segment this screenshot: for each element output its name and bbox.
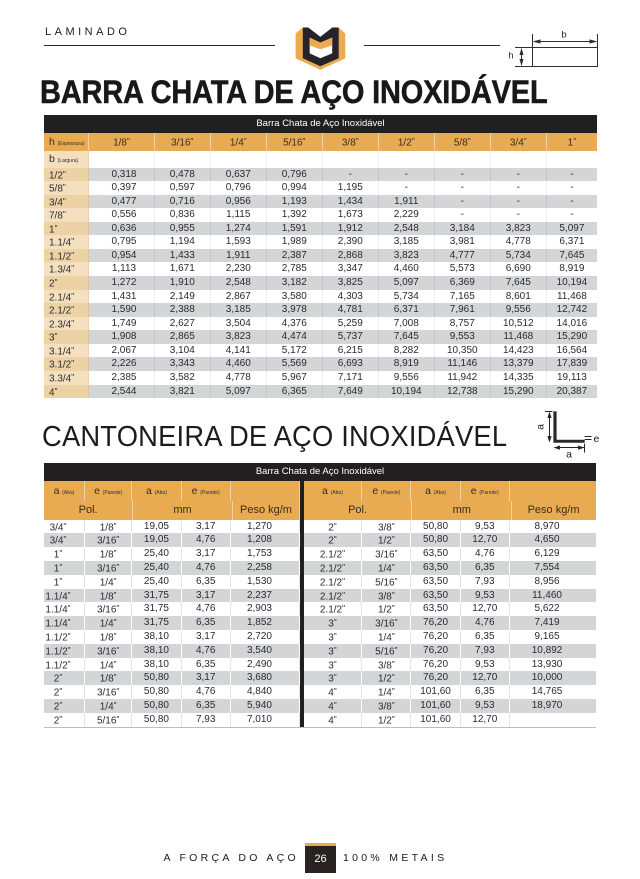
svg-text:h: h: [508, 51, 513, 61]
svg-text:b: b: [561, 30, 566, 41]
svg-text:e: e: [594, 433, 600, 445]
svg-text:a: a: [566, 449, 572, 461]
svg-text:a: a: [535, 424, 547, 430]
